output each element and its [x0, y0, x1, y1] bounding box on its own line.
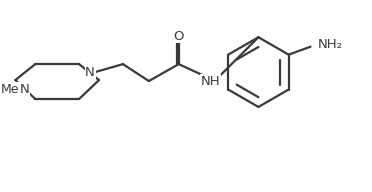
Text: NH: NH: [201, 74, 221, 88]
Text: NH₂: NH₂: [318, 38, 343, 51]
Text: O: O: [173, 30, 184, 43]
Text: Me: Me: [1, 83, 20, 96]
Text: N: N: [19, 83, 29, 96]
Text: N: N: [85, 66, 95, 79]
